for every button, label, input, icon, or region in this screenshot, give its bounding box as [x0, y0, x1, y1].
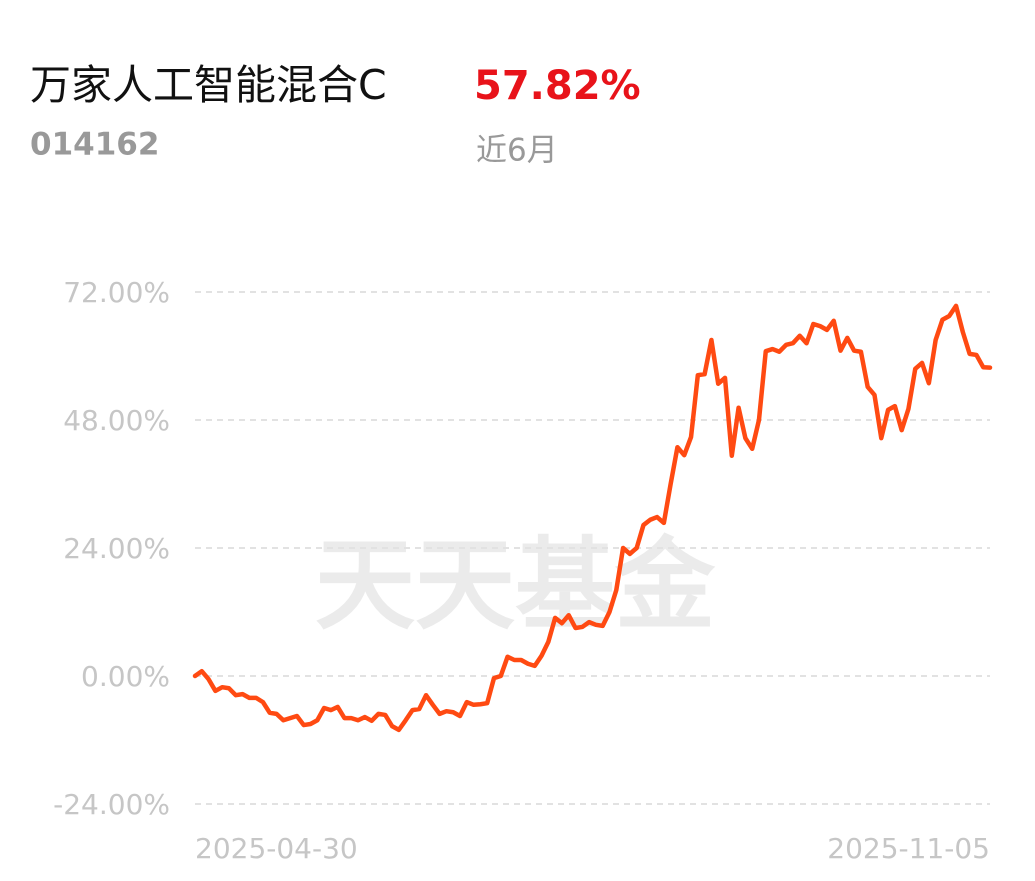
watermark: 天天基金 [315, 526, 716, 643]
y-tick-label: 48.00% [63, 404, 170, 437]
return-value: 57.82% [474, 63, 641, 109]
y-tick-label: 0.00% [81, 660, 170, 693]
fund-code: 014162 [30, 127, 159, 163]
plot-area: -24.00% 0.00% 24.00% 48.00% 72.00% 2025-04-30… [53, 276, 993, 865]
y-tick-label: 24.00% [63, 532, 170, 565]
fund-title: 万家人工智能混合C [30, 61, 387, 109]
y-tick-label: 72.00% [63, 276, 170, 309]
x-tick-label: 2025-11-05 [827, 832, 990, 865]
period-label: 近6月 [476, 133, 558, 169]
x-tick-label: 2025-04-30 [195, 832, 358, 865]
series-line [192, 303, 993, 733]
y-tick-label: -24.00% [53, 788, 170, 821]
